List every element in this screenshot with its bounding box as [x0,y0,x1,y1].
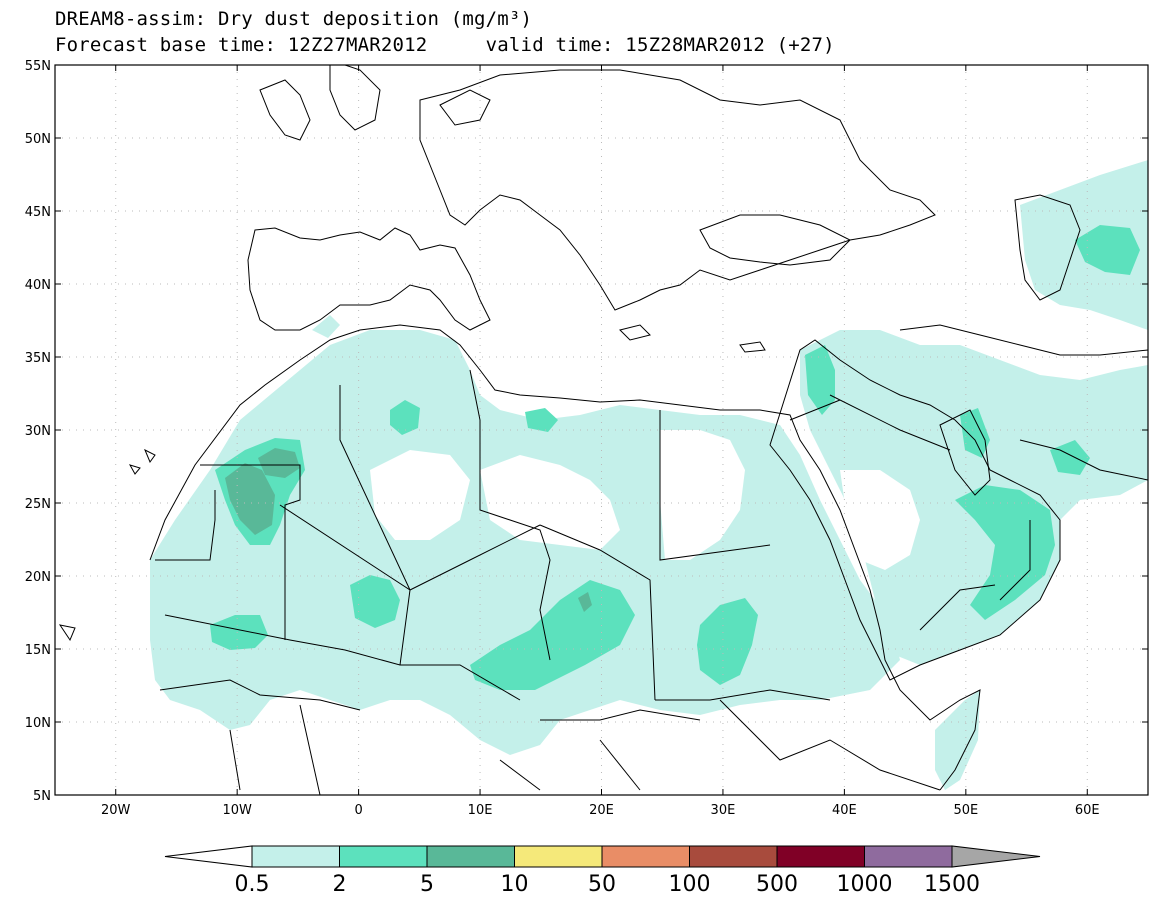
lat-label: 10N [25,716,51,731]
lon-label: 50E [953,803,978,818]
colorbar-swatch [689,845,778,868]
dust-region-light-iberia-edge [312,315,340,338]
lon-label: 10W [222,803,252,818]
dust-region-mid-turkmenistan [1075,225,1140,275]
no-dust-hole-arabia [840,470,920,570]
lat-label: 40N [25,278,51,293]
colorbar-label: 5 [420,872,434,897]
colorbar-swatch [426,845,515,868]
lat-label: 20N [25,570,51,585]
dust-region-mid-libya-coast [525,408,558,432]
lon-label: 20E [589,803,614,818]
axis-labels: 55N 50N 45N 40N 35N 30N 25N 20N 15N 10N 5N 20W 10W 0 1… [25,59,1148,818]
map-title: DREAM8-assim: Dry dust deposition (mg/m³… [55,8,533,30]
no-dust-hole-algeria [370,450,470,540]
dust-region-mid-atlas [390,400,420,435]
colorbar-label: 2 [333,872,347,897]
colorbar-swatch [251,845,340,868]
lon-label: 10E [468,803,493,818]
colorbar-swatch [776,845,865,868]
dust-region-mid-kuwait [960,408,990,458]
dust-region-dark-western-sahara [225,463,275,535]
colorbar-label: 50 [588,872,616,897]
colorbar-label: 1500 [924,872,980,897]
lat-label: 15N [25,643,51,658]
dust-region-dark-atlas-north [258,448,300,478]
colorbar-label: 10 [501,872,529,897]
dust-region-mid-oman [955,485,1055,620]
lat-label: 5N [33,789,51,804]
dust-region-mid-iraq [805,345,835,415]
lon-label: 30E [711,803,736,818]
colorbar-label: 0.5 [235,872,270,897]
no-dust-hole-libya [480,455,620,550]
colorbar-over-arrow [951,845,1041,868]
dust-region-dark-chad-core [578,592,592,612]
colorbar-swatch [864,845,953,868]
lat-label: 45N [25,205,51,220]
lon-label: 0 [354,803,362,818]
lat-label: 25N [25,497,51,512]
colorbar-under-arrow [164,845,253,868]
dust-region-mid-iran [1050,440,1090,475]
lon-label: 60E [1075,803,1100,818]
lat-label: 30N [25,424,51,439]
colorbar-legend: 0.5 2 5 10 50 100 500 1000 1500 [164,845,1041,897]
lon-label: 40E [832,803,857,818]
lat-label: 50N [25,132,51,147]
colorbar-swatch [514,845,603,868]
coastlines-and-borders [58,65,1148,795]
no-dust-hole-egypt [660,430,745,560]
colorbar-label: 500 [756,872,798,897]
map-subtitle: Forecast base time: 12Z27MAR2012 valid t… [55,34,835,56]
dust-region-mid-algeria-south [350,575,400,628]
colorbar-label: 100 [669,872,711,897]
dust-region-mid-mali [210,615,268,650]
dust-region-mid-chad [470,580,635,690]
dust-region-mid-sudan [697,598,758,685]
lat-label: 35N [25,351,51,366]
dust-region-light-horn [935,690,980,790]
lon-label: 20W [101,803,131,818]
lat-label: 55N [25,59,51,74]
colorbar-swatch [601,845,690,868]
colorbar-label: 1000 [837,872,893,897]
colorbar-swatch [339,845,428,868]
